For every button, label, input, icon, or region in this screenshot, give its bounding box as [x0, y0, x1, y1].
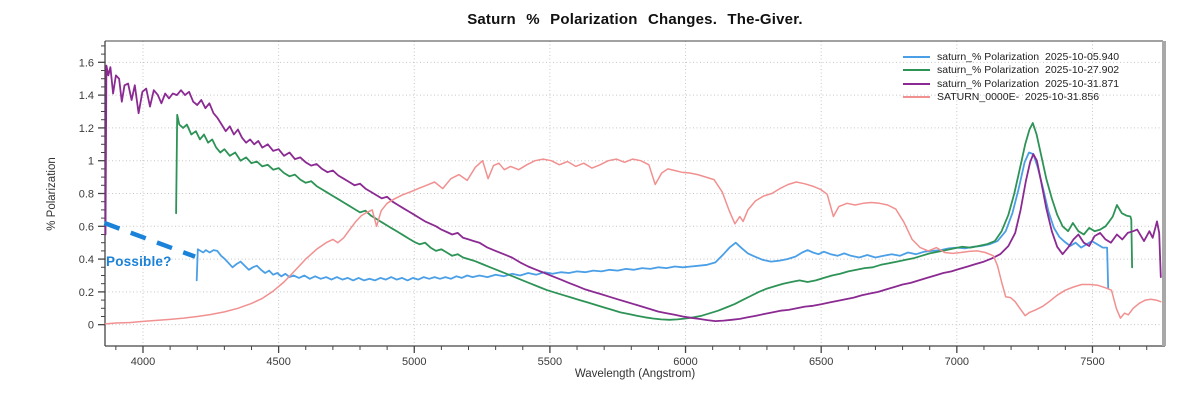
legend-label: SATURN_0000E- 2025-10-31.856 [937, 91, 1100, 104]
y-tick-label: 0.4 [79, 254, 94, 266]
y-tick-label: 0.2 [79, 287, 94, 299]
x-tick-label: 4500 [266, 356, 290, 368]
y-tick-label: 0 [88, 320, 94, 332]
legend-item-3: SATURN_0000E- 2025-10-31.856 [903, 91, 1119, 105]
series-line-0 [195, 151, 1110, 290]
legend-swatch [903, 82, 930, 85]
y-tick-label: 0.8 [79, 189, 94, 201]
y-axis-title: % Polarization [46, 157, 58, 231]
series-line-1 [175, 113, 1133, 321]
legend-swatch [903, 69, 930, 72]
y-tick-label: 1 [88, 156, 94, 168]
legend-swatch [903, 96, 930, 99]
legend-label: saturn_% Polarization 2025-10-05.940 [937, 50, 1120, 63]
legend-item-2: saturn_% Polarization 2025-10-31.871 [903, 77, 1119, 91]
x-tick-label: 5500 [538, 356, 562, 368]
y-tick-label: 0.6 [79, 221, 94, 233]
x-axis-title: Wavelength (Angstrom) [574, 368, 696, 380]
series-line-3 [104, 158, 1162, 325]
legend-label: saturn_% Polarization 2025-10-27.902 [937, 64, 1120, 77]
legend: saturn_% Polarization 2025-10-05.940 satu… [903, 50, 1119, 104]
annotation-text: Possible? [106, 254, 172, 269]
x-tick-label: 7500 [1080, 356, 1104, 368]
y-tick-label: 1.2 [79, 123, 94, 135]
legend-swatch [903, 55, 930, 58]
y-tick-label: 1.6 [79, 57, 94, 69]
x-tick-label: 6500 [809, 356, 833, 368]
x-tick-label: 6000 [673, 356, 697, 368]
series-line-2 [104, 64, 1162, 323]
x-tick-label: 7000 [945, 356, 969, 368]
legend-label: saturn_% Polarization 2025-10-31.871 [937, 77, 1120, 90]
legend-item-1: saturn_% Polarization 2025-10-27.902 [903, 64, 1119, 78]
y-tick-label: 1.4 [79, 90, 94, 102]
chart-title: Saturn % Polarization Changes. The-Giver… [467, 11, 803, 28]
right-spine [1162, 41, 1166, 346]
legend-item-0: saturn_% Polarization 2025-10-05.940 [903, 50, 1119, 64]
x-tick-label: 5000 [402, 356, 426, 368]
x-tick-label: 4000 [131, 356, 155, 368]
possible-dashed-line [103, 220, 196, 259]
